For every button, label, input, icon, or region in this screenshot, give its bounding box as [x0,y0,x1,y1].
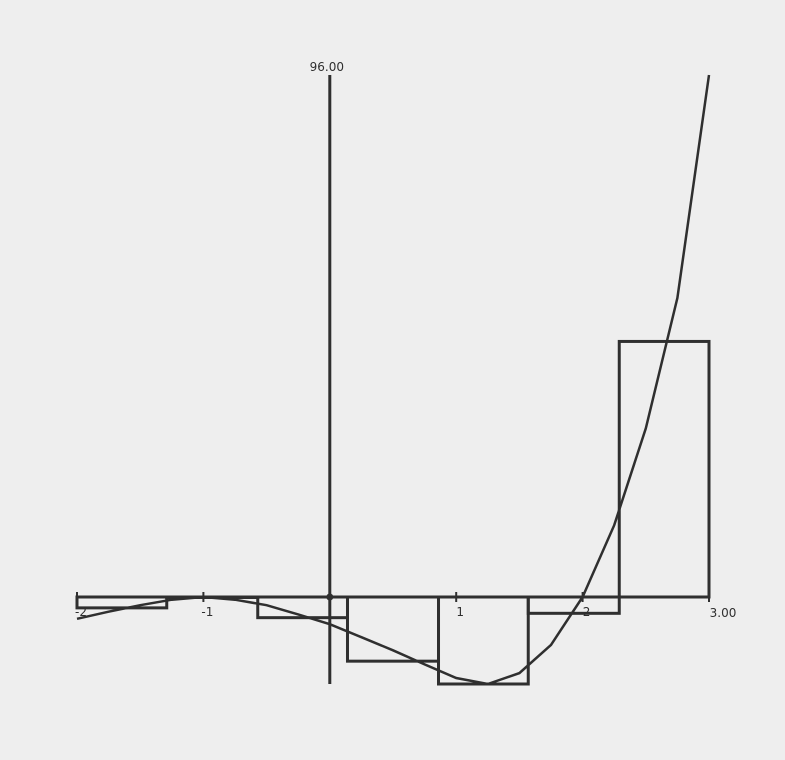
x-tick-label: 1 [456,605,464,619]
origin-point [326,593,334,601]
x-max-label: 3.00 [710,606,737,620]
riemann-rectangle-5 [437,595,530,686]
x-tick-label: 2 [583,605,591,619]
riemann-rectangles [75,339,711,686]
x-tick-label: -1 [201,605,213,619]
x-tick-label: -2 [75,605,87,619]
y-max-label: 96.00 [310,60,344,74]
function-curve [76,74,711,686]
x-tick-labels: -2 -1 1 2 [75,605,590,619]
